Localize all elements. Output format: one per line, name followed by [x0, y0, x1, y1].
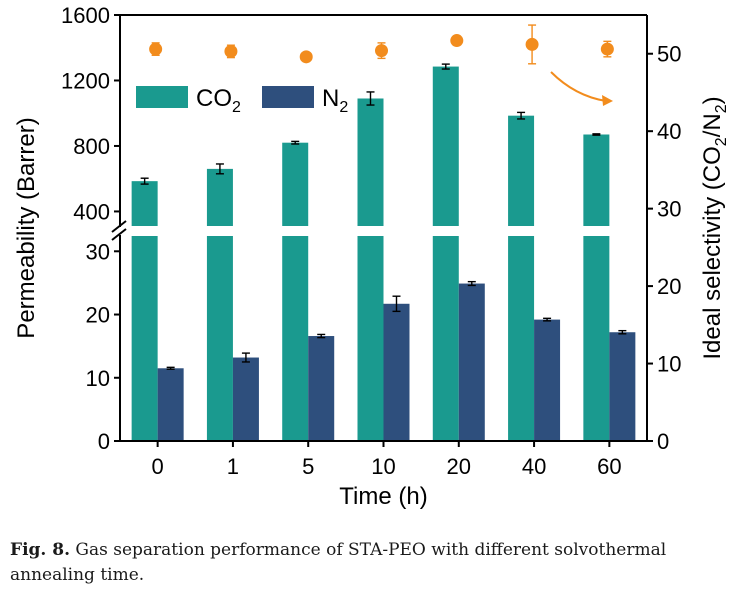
y2-tick-label-50: 50 — [657, 42, 681, 67]
errorbar-co2-5 — [291, 140, 300, 145]
bar-n2-40 — [534, 319, 561, 441]
y2-title-part: ) — [699, 96, 726, 104]
caption-label: Fig. 8. — [10, 540, 70, 560]
axis-break-band — [121, 226, 646, 236]
y2-tick-label-30: 30 — [657, 197, 681, 222]
errorbar-co2-1 — [215, 163, 224, 175]
y-tick-label-1600: 1600 — [61, 3, 110, 28]
y2-title-sub: 2 — [713, 137, 730, 146]
y2-title-part: /N — [699, 113, 726, 137]
legend-label-co2: CO2 — [196, 85, 241, 116]
x-tick-label-40: 40 — [522, 454, 546, 479]
point-selectivity-5 — [299, 50, 313, 64]
errorbar-n2-10 — [392, 295, 401, 313]
y-axis-title: Permeability (Barrer) — [13, 117, 40, 338]
bar-n2-0 — [157, 368, 184, 441]
axis-break-mark-2 — [111, 228, 127, 241]
point-selectivity-10 — [375, 44, 388, 58]
y-tick-label-800: 800 — [73, 134, 110, 159]
y-tick-label-10: 10 — [86, 366, 110, 391]
errorbar-co2-40 — [517, 111, 526, 120]
legend-co2-sub: 2 — [232, 99, 241, 116]
point-selectivity-40 — [525, 37, 539, 51]
errorbar-co2-10 — [366, 91, 375, 106]
annotation-arrow-head — [602, 95, 613, 106]
bar-n2-20 — [458, 283, 485, 441]
errorbar-n2-40 — [543, 317, 552, 322]
point-selectivity-20 — [450, 34, 464, 48]
legend-n2-sub: 2 — [339, 99, 348, 116]
bar-co2-60 — [583, 134, 610, 441]
bar-co2-1 — [206, 168, 233, 442]
errorbar-n2-0 — [166, 366, 175, 370]
x-tick-label-20: 20 — [447, 454, 471, 479]
figure-caption: Fig. 8. Gas separation performance of ST… — [10, 538, 734, 588]
y2-tick-label-40: 40 — [657, 119, 681, 144]
x-tick-label-60: 60 — [597, 454, 621, 479]
y2-title-part: Ideal selectivity (CO — [699, 146, 726, 359]
bar-co2-10 — [357, 98, 384, 441]
legend-swatch-n2 — [262, 86, 314, 108]
annotation-arrow-curve — [550, 71, 607, 102]
bar-n2-10 — [383, 303, 410, 441]
point-selectivity-1 — [224, 44, 238, 58]
errorbar-co2-0 — [140, 177, 149, 185]
errorbar-co2-60 — [592, 133, 601, 136]
errorbar-n2-60 — [618, 329, 627, 335]
errorbar-n2-5 — [317, 333, 326, 339]
bar-n2-60 — [609, 332, 636, 441]
caption-text: Gas separation performance of STA-PEO wi… — [10, 540, 667, 585]
errorbar-co2-20 — [441, 63, 450, 70]
legend-co2-main: CO — [196, 85, 232, 112]
y2-tick-label-10: 10 — [657, 352, 681, 377]
y2-tick-label-0: 0 — [657, 429, 669, 454]
x-tick-label-0: 0 — [152, 454, 164, 479]
errorbar-n2-1 — [241, 352, 250, 363]
x-axis-title: Time (h) — [339, 483, 427, 510]
bar-n2-5 — [308, 336, 335, 441]
y-tick-label-1200: 1200 — [61, 68, 110, 93]
bar-co2-5 — [282, 142, 309, 441]
bar-co2-0 — [131, 181, 158, 442]
y-tick-label-400: 400 — [73, 199, 110, 224]
point-selectivity-60 — [600, 42, 614, 56]
axis-break-mark-1 — [111, 220, 127, 233]
legend-swatch-co2 — [136, 86, 188, 108]
y2-title-sub: 2 — [713, 104, 730, 113]
legend-label-n2: N2 — [322, 85, 348, 116]
bar-co2-20 — [432, 66, 459, 442]
y2-axis-title: Ideal selectivity (CO2/N2) — [699, 96, 730, 359]
chart: 0 10 20 30 400 800 1200 1600 0 10 20 30 40 50 0 1 5 10 20 4… — [13, 3, 730, 510]
y-tick-label-20: 20 — [86, 303, 110, 328]
legend-n2-main: N — [322, 85, 339, 112]
errorbar-n2-20 — [467, 280, 476, 287]
x-tick-label-10: 10 — [371, 454, 395, 479]
y-tick-label-0: 0 — [98, 429, 110, 454]
bar-n2-1 — [232, 357, 259, 441]
y-tick-label-30: 30 — [86, 239, 110, 264]
x-tick-label-1: 1 — [227, 454, 239, 479]
point-selectivity-0 — [149, 42, 163, 56]
bar-co2-40 — [508, 115, 535, 441]
y2-tick-label-20: 20 — [657, 274, 681, 299]
x-tick-label-5: 5 — [302, 454, 314, 479]
